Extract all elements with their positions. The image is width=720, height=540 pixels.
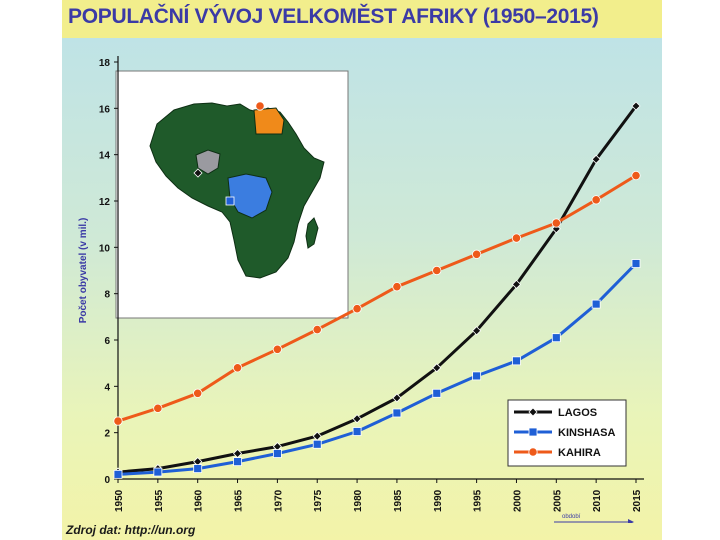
- legend-marker: [528, 427, 538, 437]
- page-title: POPULAČNÍ VÝVOJ VELKOMĚST AFRIKY (1950–2…: [68, 5, 599, 28]
- point-lagos: [432, 363, 442, 373]
- point-kahira: [472, 249, 482, 259]
- legend-item-kinshasa: KINSHASA: [514, 427, 616, 439]
- x-tick-label: 1980: [353, 489, 364, 512]
- x-tick-label: 1965: [234, 489, 245, 512]
- point-lagos: [591, 154, 601, 164]
- x-tick-label: 2015: [632, 489, 643, 512]
- point-kinshasa: [392, 408, 402, 418]
- map-city-markers: [193, 101, 265, 206]
- map-marker-kinshasa: [225, 196, 235, 206]
- x-tick-label: 1990: [433, 489, 444, 512]
- legend: LAGOS KINSHASA KAHIRA: [507, 399, 627, 467]
- nigeria-region: [195, 149, 221, 175]
- point-kahira: [591, 195, 601, 205]
- point-lagos: [232, 448, 243, 459]
- egypt-region: [253, 107, 285, 135]
- point-kinshasa: [591, 299, 601, 309]
- legend-label: KINSHASA: [558, 427, 616, 439]
- y-tick-label: 0: [104, 475, 110, 486]
- title-bar: POPULAČNÍ VÝVOJ VELKOMĚST AFRIKY (1950–2…: [62, 0, 662, 38]
- point-kinshasa: [472, 371, 482, 381]
- y-tick-label: 16: [99, 104, 111, 115]
- point-kinshasa: [113, 469, 123, 479]
- point-kinshasa: [512, 356, 521, 366]
- x-tick-label: 1985: [393, 489, 404, 512]
- point-lagos: [392, 393, 402, 403]
- y-tick-label: 4: [104, 382, 110, 393]
- point-kinshasa: [631, 259, 641, 268]
- line-kahira: [117, 174, 637, 423]
- point-lagos: [631, 101, 641, 111]
- axes: 0 2 4 6 8 10 12 14 16 18 1950 1955 1960 1965 1970 1975 1…: [78, 56, 644, 523]
- africa-map-inset: [115, 70, 349, 319]
- point-kahira: [551, 218, 561, 228]
- point-kinshasa: [233, 457, 242, 467]
- y-tick-label: 8: [104, 290, 110, 301]
- madagascar: [305, 217, 319, 249]
- x-tick-label: 1975: [313, 489, 324, 512]
- y-axis-title: Počet obyvatel (v mil.): [78, 218, 89, 324]
- point-lagos: [352, 414, 362, 424]
- x-tick-label: 1970: [273, 489, 284, 512]
- x-tick-label: 1950: [114, 489, 125, 512]
- data-source: Zdroj dat: http://un.org: [66, 523, 196, 537]
- point-kahira: [113, 416, 123, 426]
- x-tick-label: 2000: [512, 489, 523, 512]
- y-tick-label: 6: [104, 336, 110, 347]
- y-tick-label: 2: [104, 429, 110, 440]
- line-lagos: [117, 105, 638, 474]
- y-tick-label: 18: [99, 58, 111, 69]
- y-tick-label: 10: [99, 243, 111, 254]
- point-lagos: [472, 326, 482, 336]
- point-kinshasa: [352, 427, 362, 436]
- point-kinshasa: [153, 467, 163, 477]
- map-marker-lagos: [193, 168, 203, 178]
- map-marker-kahira: [255, 101, 265, 111]
- point-kahira: [392, 282, 402, 292]
- point-kahira: [352, 304, 362, 314]
- point-kinshasa: [312, 439, 322, 449]
- point-kahira: [232, 363, 243, 373]
- population-chart: 0 2 4 6 8 10 12 14 16 18 1950 1955 1960 1965 1970 1975 1…: [78, 56, 644, 523]
- x-tick-label: 1960: [194, 489, 205, 512]
- x-tick-label: 1955: [154, 489, 165, 512]
- y-tick-label: 12: [99, 197, 111, 208]
- point-kinshasa: [432, 388, 442, 398]
- legend-label: KAHIRA: [558, 447, 601, 459]
- legend-marker: [528, 447, 538, 457]
- point-lagos: [511, 279, 522, 289]
- x-tick-label: 2010: [592, 489, 603, 512]
- x-axis-arrow-label: období: [562, 514, 581, 520]
- legend-item-lagos: LAGOS: [514, 407, 597, 419]
- series-layer: [113, 101, 641, 479]
- point-kahira: [511, 233, 522, 243]
- point-kahira: [432, 265, 442, 276]
- legend-label: LAGOS: [558, 407, 597, 419]
- x-axis-arrowhead: [628, 519, 634, 523]
- point-kahira: [193, 388, 203, 398]
- point-kinshasa: [193, 464, 203, 473]
- point-kahira: [631, 170, 641, 181]
- legend-item-kahira: KAHIRA: [514, 447, 601, 459]
- point-kinshasa: [551, 333, 561, 343]
- point-kahira: [153, 403, 163, 413]
- x-tick-label: 2005: [552, 489, 563, 512]
- x-tick-label: 1995: [473, 489, 484, 512]
- point-kahira: [312, 324, 322, 335]
- series-kahira: [113, 170, 641, 426]
- point-kinshasa: [272, 449, 282, 458]
- legend-marker: [528, 407, 538, 417]
- y-tick-label: 14: [99, 151, 111, 162]
- line-kinshasa: [117, 262, 638, 476]
- series-kinshasa: [113, 259, 641, 479]
- point-kahira: [272, 344, 282, 354]
